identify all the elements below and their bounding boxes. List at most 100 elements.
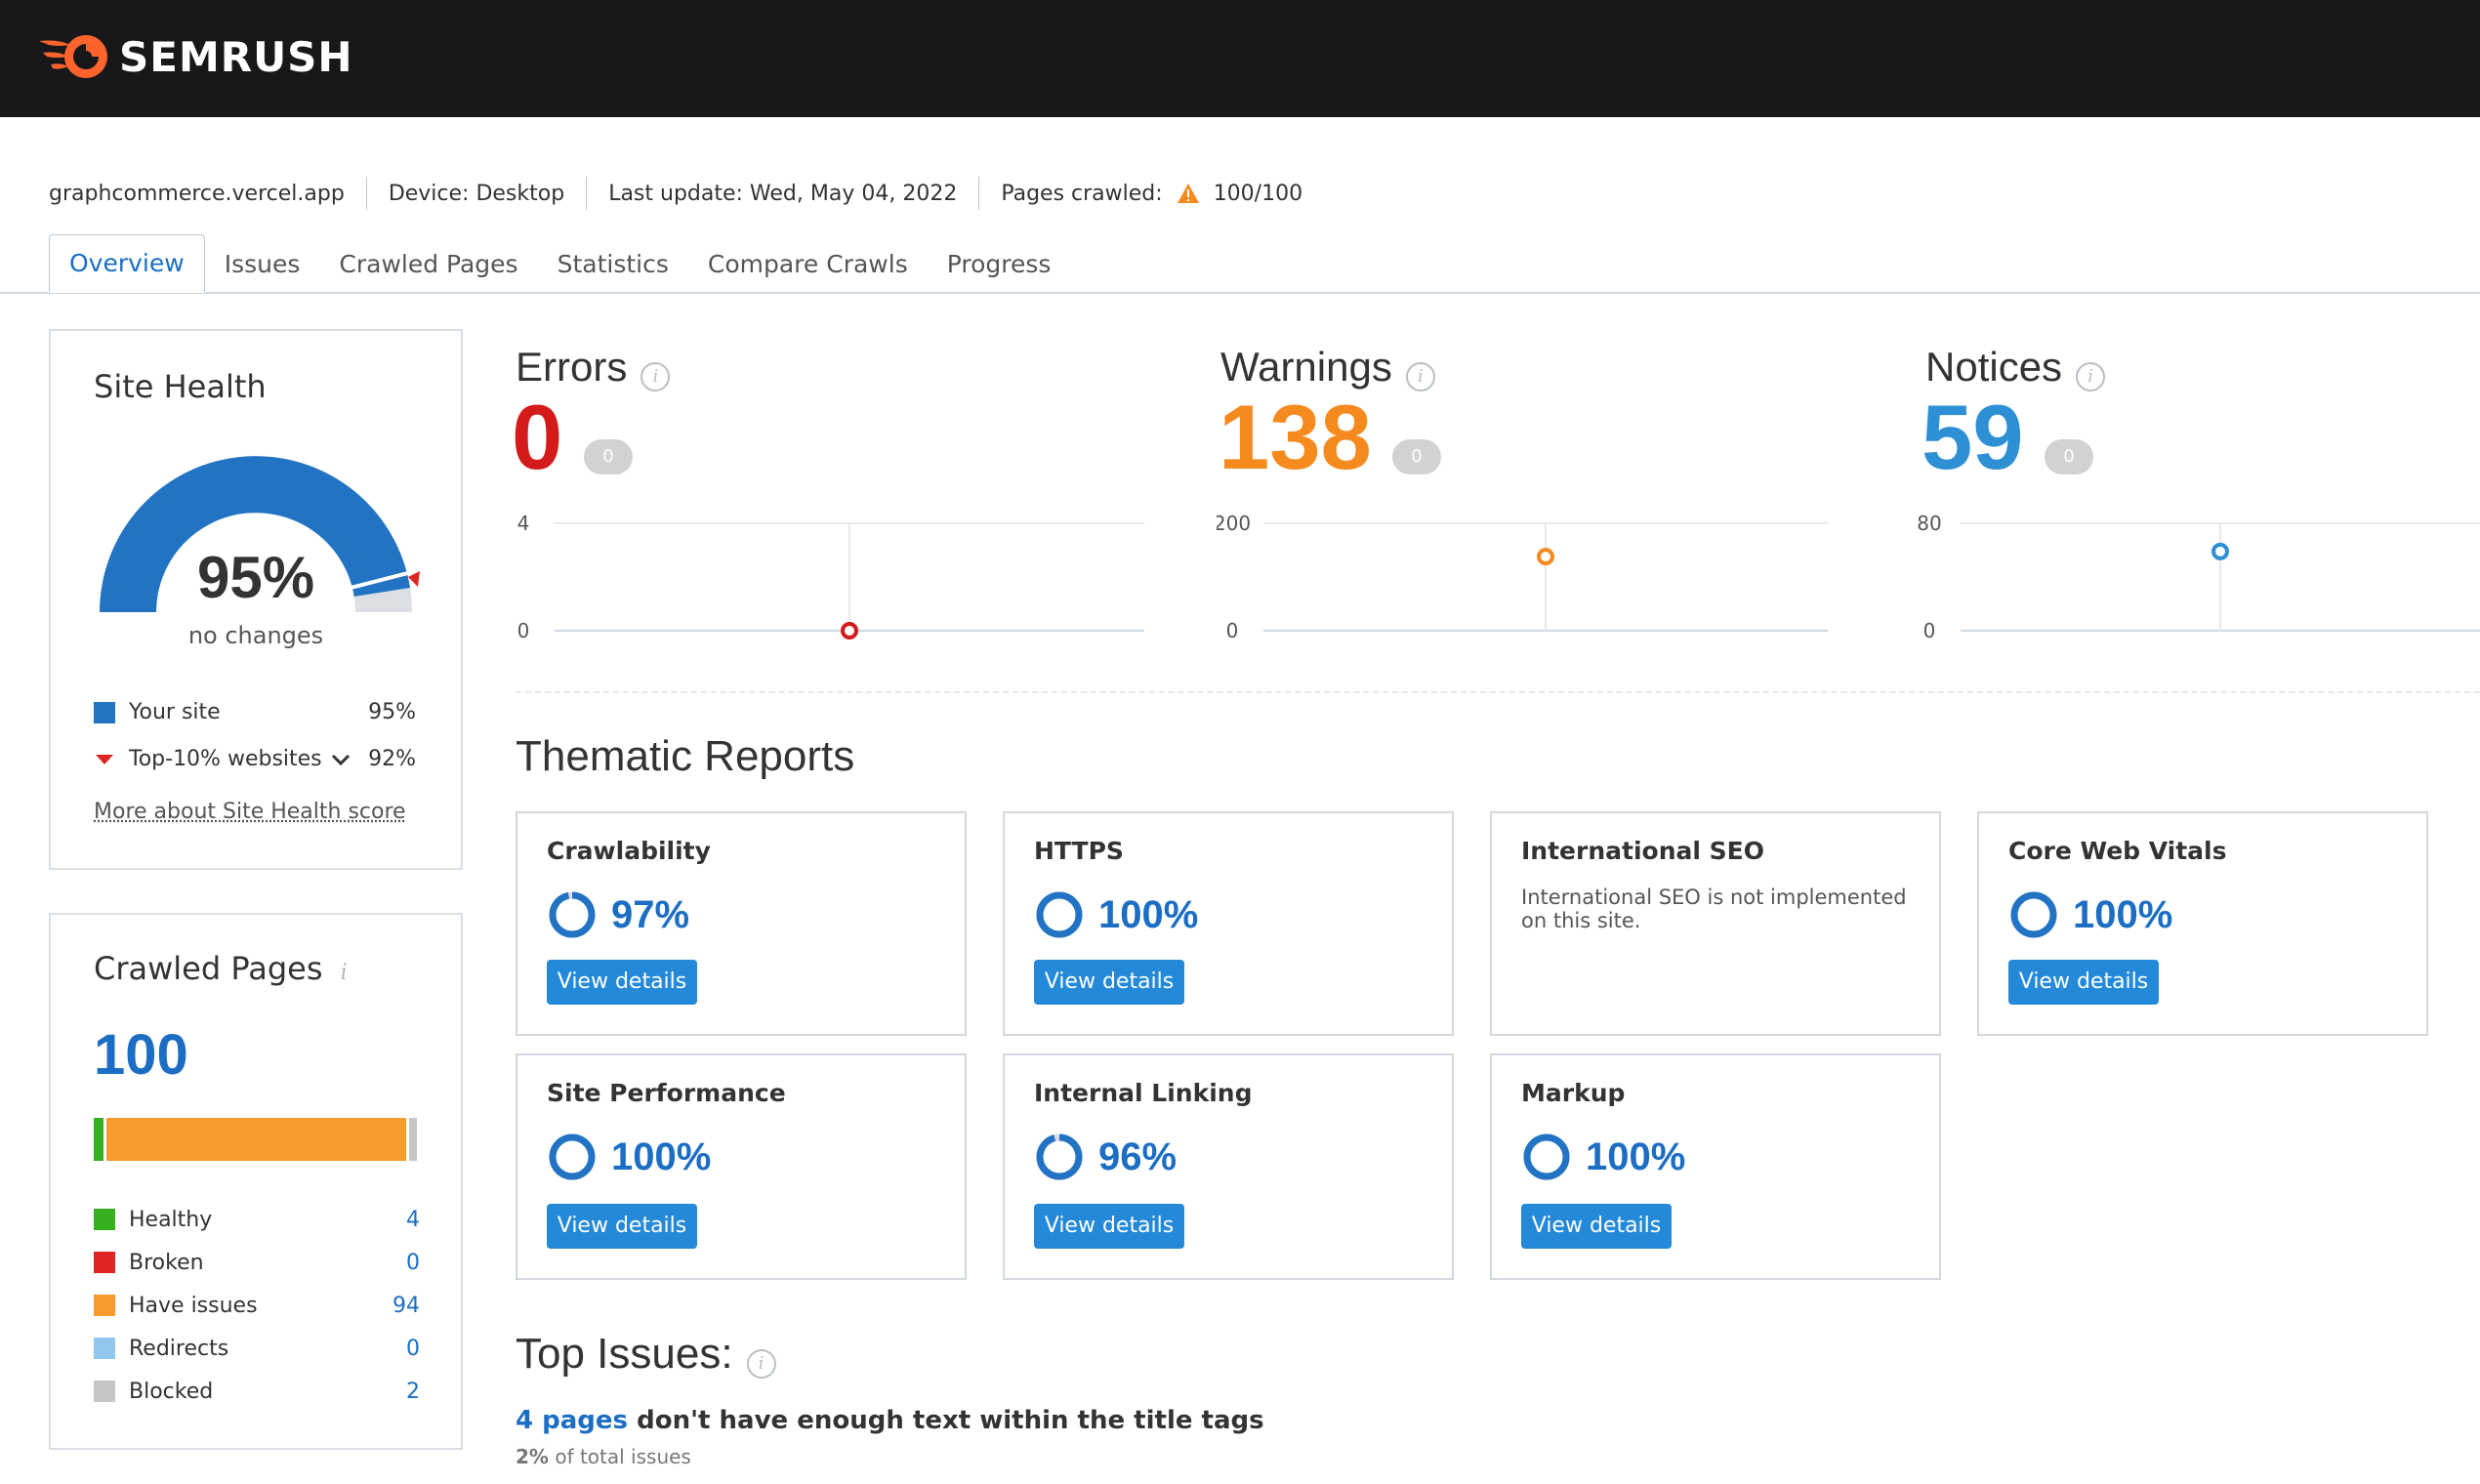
- view-details-button[interactable]: View details: [1034, 960, 1184, 1005]
- legend-top-10[interactable]: Top-10% websites 92%: [94, 747, 416, 771]
- notices-block: Notices i: [1925, 344, 2106, 392]
- triangle-down-icon: [96, 754, 113, 764]
- errors-count[interactable]: 0: [512, 386, 563, 488]
- section-divider: [516, 691, 2480, 693]
- errors-delta-badge: 0: [584, 439, 633, 474]
- notices-trend-chart: 80 0: [1917, 512, 2480, 642]
- site-health-more-link[interactable]: More about Site Health score: [94, 800, 406, 824]
- card-title: HTTPS: [1034, 837, 1124, 865]
- warnings-data-point[interactable]: [1537, 548, 1554, 566]
- tabs-divider: [0, 292, 2480, 294]
- warning-icon: [1177, 184, 1199, 203]
- view-details-button[interactable]: View details: [547, 960, 697, 1005]
- view-details-button[interactable]: View details: [1034, 1204, 1184, 1249]
- notices-delta-badge: 0: [2045, 439, 2093, 474]
- y-axis-min-label: 0: [1226, 619, 1239, 642]
- legend-count[interactable]: 0: [406, 1250, 420, 1275]
- errors-data-point[interactable]: [841, 622, 858, 639]
- tab-progress[interactable]: Progress: [946, 250, 1052, 278]
- info-icon[interactable]: i: [2076, 361, 2106, 392]
- notices-data-point[interactable]: [2211, 542, 2229, 560]
- info-icon[interactable]: i: [641, 361, 671, 392]
- legend-swatch: [94, 1252, 115, 1273]
- info-icon[interactable]: i: [746, 1348, 776, 1379]
- crawled-pages-title-text: Crawled Pages: [94, 950, 323, 987]
- progress-ring-icon: [1036, 1134, 1083, 1180]
- card-score[interactable]: 97%: [611, 893, 690, 936]
- tab-issues[interactable]: Issues: [224, 250, 301, 278]
- legend-swatch: [94, 1381, 115, 1402]
- legend-swatch: [94, 1295, 115, 1316]
- card-score[interactable]: 100%: [1586, 1135, 1686, 1178]
- tab-overview[interactable]: Overview: [49, 234, 205, 293]
- crawled-pages-bar: [94, 1118, 420, 1161]
- crawled-bar-segment-have-issues[interactable]: [106, 1118, 407, 1161]
- card-title: Core Web Vitals: [2008, 837, 2227, 865]
- view-details-button[interactable]: View details: [547, 1204, 697, 1249]
- legend-count[interactable]: 94: [393, 1293, 420, 1318]
- notices-count[interactable]: 59: [1922, 386, 2024, 488]
- thematic-reports-title: Thematic Reports: [516, 732, 855, 780]
- semrush-logo-icon[interactable]: [37, 31, 111, 82]
- project-domain[interactable]: graphcommerce.vercel.app: [49, 181, 345, 206]
- divider: [586, 177, 588, 210]
- gauge-fill: [100, 456, 410, 612]
- legend-count[interactable]: 4: [406, 1207, 420, 1232]
- divider: [365, 177, 367, 210]
- info-icon[interactable]: i: [1405, 361, 1435, 392]
- top-issue-text: don't have enough text within the title …: [637, 1406, 1264, 1435]
- crawled-pages-total[interactable]: 100: [94, 1023, 188, 1087]
- errors-title: Errors: [516, 344, 628, 390]
- notices-title: Notices: [1925, 344, 2063, 390]
- card-score[interactable]: 96%: [1098, 1135, 1178, 1178]
- legend-label: Blocked: [129, 1379, 214, 1404]
- top-issue-share: 2% of total issues: [516, 1445, 691, 1468]
- brand-name[interactable]: SEMRUSH: [119, 33, 353, 81]
- card-score[interactable]: 100%: [611, 1135, 712, 1178]
- card-title: Markup: [1521, 1079, 1626, 1107]
- crawled-pages-legend: Healthy 4 Broken 0 Have issues 94 Redirects 0 Bl…: [94, 1198, 420, 1413]
- site-health-title: Site Health: [94, 368, 267, 405]
- top-issue-share-suffix: of total issues: [555, 1445, 691, 1468]
- thematic-card-markup: Markup 100% View details: [1490, 1053, 1941, 1280]
- thematic-card-core-web-vitals: Core Web Vitals 100% View details: [1977, 811, 2428, 1036]
- pages-crawled-label: Pages crawled:: [1001, 181, 1163, 206]
- y-axis-min-label: 0: [517, 619, 530, 642]
- legend-count[interactable]: 2: [406, 1379, 420, 1404]
- crawled-bar-segment-blocked[interactable]: [409, 1118, 417, 1161]
- site-health-score: 95%: [196, 545, 315, 610]
- crawled-legend-row: Broken 0: [94, 1241, 420, 1284]
- info-icon[interactable]: i: [340, 961, 348, 985]
- progress-ring-icon: [1036, 891, 1083, 938]
- legend-label: Your site: [129, 700, 221, 724]
- chevron-down-icon[interactable]: [330, 753, 351, 766]
- device-label: Device: Desktop: [388, 181, 565, 206]
- progress-ring-icon: [549, 1134, 596, 1180]
- legend-label: Redirects: [129, 1336, 229, 1361]
- card-title: Internal Linking: [1034, 1079, 1253, 1107]
- top-issues-title: Top Issues:: [516, 1330, 733, 1378]
- project-meta: graphcommerce.vercel.app Device: Desktop…: [49, 174, 1302, 213]
- tab-crawled-pages[interactable]: Crawled Pages: [339, 250, 518, 278]
- card-score[interactable]: 100%: [2073, 893, 2173, 936]
- legend-label: Healthy: [129, 1207, 213, 1232]
- legend-count[interactable]: 0: [406, 1336, 420, 1361]
- tab-statistics[interactable]: Statistics: [557, 250, 669, 278]
- crawled-bar-segment-healthy[interactable]: [94, 1118, 104, 1161]
- y-axis-max-label: 200: [1217, 512, 1251, 535]
- site-health-panel: Site Health 95% no changes Your site 95%…: [49, 329, 463, 870]
- crawled-legend-row: Blocked 2: [94, 1370, 420, 1413]
- warnings-count[interactable]: 138: [1219, 386, 1372, 488]
- tab-compare-crawls[interactable]: Compare Crawls: [707, 250, 908, 278]
- warnings-title: Warnings: [1220, 344, 1392, 390]
- view-details-button[interactable]: View details: [1521, 1204, 1672, 1249]
- top-issue-link[interactable]: 4 pages: [516, 1406, 629, 1435]
- last-update: Last update: Wed, May 04, 2022: [608, 181, 958, 206]
- view-details-button[interactable]: View details: [2008, 960, 2159, 1005]
- legend-label: Broken: [129, 1250, 204, 1275]
- legend-label: Top-10% websites: [129, 747, 322, 771]
- thematic-card-crawlability: Crawlability 97% View details: [516, 811, 967, 1036]
- card-score[interactable]: 100%: [1098, 893, 1199, 936]
- divider: [978, 177, 980, 210]
